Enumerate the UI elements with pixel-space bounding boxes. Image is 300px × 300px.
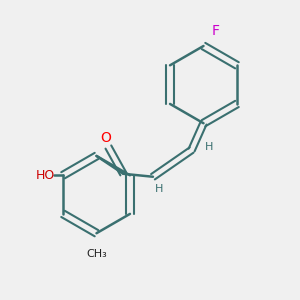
Text: O: O	[100, 131, 111, 145]
Text: H: H	[155, 184, 163, 194]
Text: HO: HO	[36, 169, 55, 182]
Text: CH₃: CH₃	[86, 249, 107, 259]
Text: H: H	[205, 142, 214, 152]
Text: F: F	[212, 24, 219, 38]
